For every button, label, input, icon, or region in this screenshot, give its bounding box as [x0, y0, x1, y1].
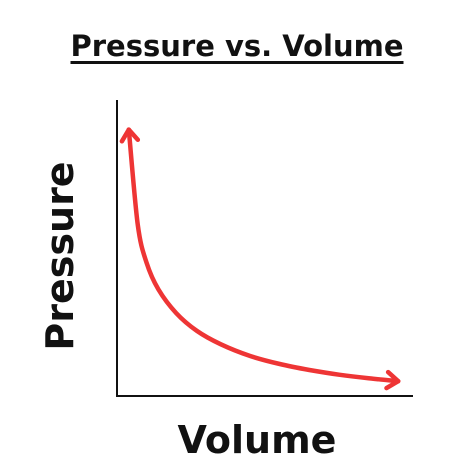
- curve-arrowhead-right: [384, 369, 401, 391]
- x-axis-label: Volume: [177, 418, 337, 462]
- pressure-volume-curve: [126, 127, 401, 384]
- chart-title: Pressure vs. Volume: [70, 29, 404, 63]
- curve-arrowhead-top: [119, 127, 141, 144]
